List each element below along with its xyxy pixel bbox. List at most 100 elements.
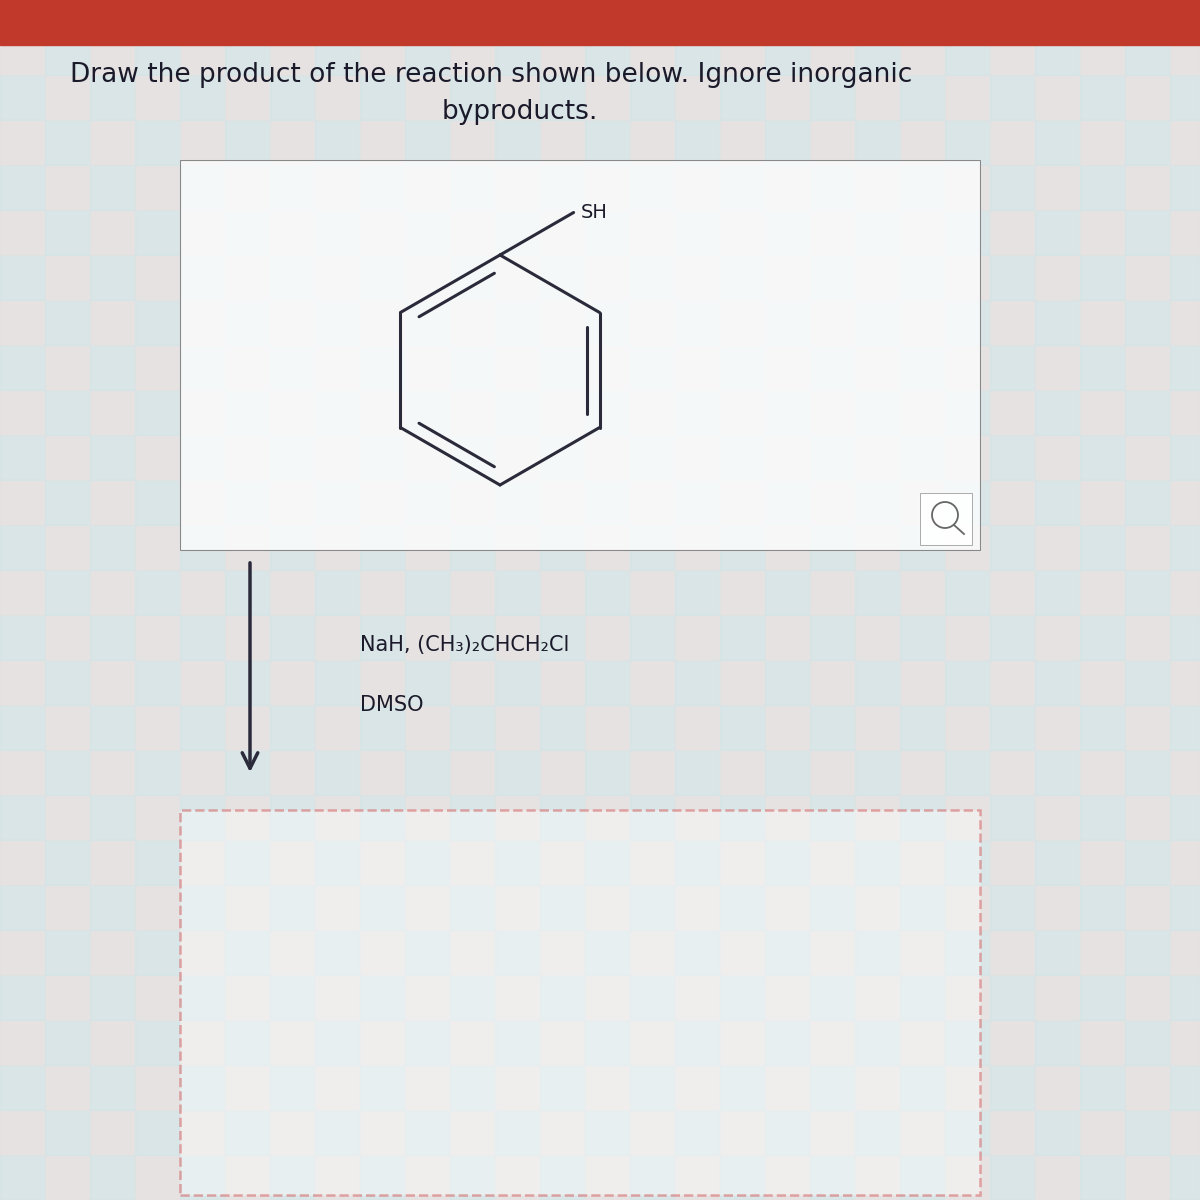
Bar [46,74,90,120]
Bar [1170,0,1200,30]
Bar [180,480,226,526]
Bar [540,390,586,434]
Bar [900,840,946,886]
Bar [540,930,586,974]
Bar [46,660,90,704]
Bar [900,346,946,390]
Bar [360,0,406,30]
Bar [990,74,1034,120]
Bar [900,120,946,164]
Bar [1080,480,1126,526]
Bar [1080,390,1126,434]
Bar [180,1110,226,1154]
Bar [450,526,496,570]
Bar [46,1154,90,1200]
Bar [990,30,1034,74]
Bar [900,0,946,30]
Bar [1034,750,1080,794]
Bar [450,930,496,974]
Bar [270,0,314,30]
Bar [0,750,46,794]
Bar [314,750,360,794]
Bar [314,930,360,974]
Bar [946,614,990,660]
Bar [810,346,854,390]
Bar [134,660,180,704]
Bar [406,886,450,930]
Bar [766,930,810,974]
Bar [314,840,360,886]
Bar [1034,30,1080,74]
Bar [314,1154,360,1200]
Bar [180,30,226,74]
Bar [496,840,540,886]
Bar [720,660,766,704]
Bar [856,30,900,74]
Bar [0,434,46,480]
Bar [630,480,674,526]
Bar [540,840,586,886]
Bar [540,1066,586,1110]
Bar [450,300,496,344]
Bar [90,1020,134,1066]
Bar [946,526,990,570]
Bar [1080,1066,1126,1110]
Bar [766,30,810,74]
Bar [586,840,630,886]
Bar [1170,300,1200,344]
Bar [496,660,540,704]
Bar [46,164,90,210]
Bar [1080,1110,1126,1154]
Text: NaH, (CH₃)₂CHCH₂Cl: NaH, (CH₃)₂CHCH₂Cl [360,635,569,655]
Bar [314,164,360,210]
Bar [134,1020,180,1066]
Bar [810,1154,854,1200]
Bar [134,840,180,886]
Bar [180,660,226,704]
Bar [1170,480,1200,526]
Bar [1034,840,1080,886]
Bar [406,974,450,1020]
Bar [360,974,406,1020]
Bar [360,1020,406,1066]
Bar [990,434,1034,480]
Bar [900,570,946,614]
Bar [674,750,720,794]
Bar [1170,794,1200,840]
Bar [674,30,720,74]
Bar [134,1066,180,1110]
Bar [856,570,900,614]
Bar [1126,120,1170,164]
Bar [406,794,450,840]
Bar [630,704,674,750]
Bar [540,30,586,74]
Bar [540,794,586,840]
Bar [900,390,946,434]
Bar [46,526,90,570]
Bar [1080,434,1126,480]
Bar [586,346,630,390]
Bar [630,660,674,704]
Bar [360,930,406,974]
Bar [90,0,134,30]
Bar [180,526,226,570]
Bar [270,346,314,390]
Bar [134,346,180,390]
Bar [946,660,990,704]
Bar [406,660,450,704]
Bar [990,300,1034,344]
Bar [720,1154,766,1200]
Bar [900,704,946,750]
Bar [270,974,314,1020]
Bar [990,210,1034,254]
Bar [810,570,854,614]
Bar [946,164,990,210]
Bar [90,930,134,974]
Bar [226,300,270,344]
Bar [720,210,766,254]
Bar [1170,346,1200,390]
Bar [0,794,46,840]
Bar [946,750,990,794]
Text: SH: SH [581,203,607,222]
Bar [900,614,946,660]
